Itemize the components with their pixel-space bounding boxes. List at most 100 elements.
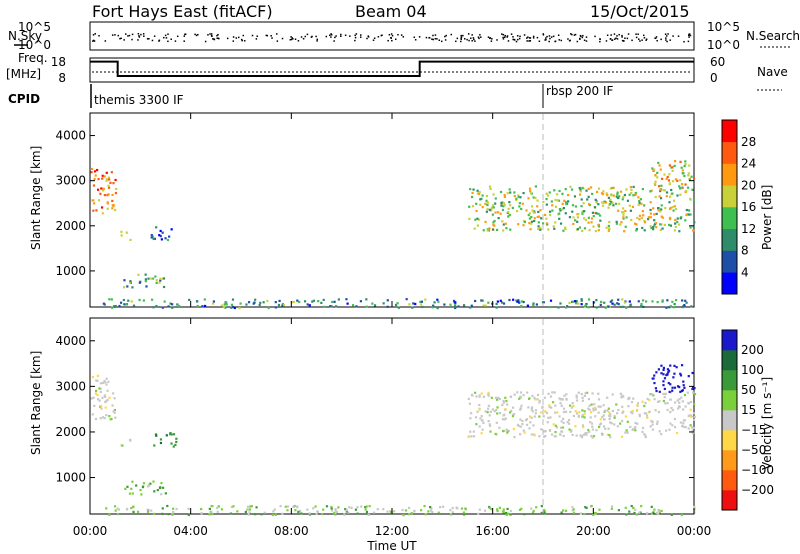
echo-cell: [678, 230, 681, 233]
noise-point: [158, 40, 160, 42]
noise-point: [388, 33, 391, 36]
echo-cell: [661, 216, 664, 219]
colorbar-tick-label: 24: [741, 157, 756, 171]
echo-cell: [539, 226, 542, 229]
echo-cell: [470, 435, 473, 438]
noise-point: [473, 38, 475, 41]
noise-point: [316, 38, 319, 41]
echo-cell: [629, 186, 633, 189]
echo-cell: [676, 220, 679, 224]
echo-cell: [155, 304, 158, 308]
noise-point: [444, 35, 446, 38]
echo-cell: [641, 426, 645, 430]
noise-point: [468, 39, 470, 42]
echo-cell: [557, 306, 560, 309]
echo-cell: [575, 394, 578, 397]
x-tick-label: 04:00: [173, 524, 208, 538]
echo-cell: [537, 210, 540, 214]
noise-point: [104, 40, 107, 42]
echo-cell: [490, 396, 493, 399]
echo-cell: [577, 415, 580, 418]
echo-cell: [93, 170, 97, 173]
echo-cell: [679, 193, 682, 196]
colorbar-segment: [722, 410, 737, 431]
echo-cell: [588, 430, 591, 433]
noise-point: [579, 38, 581, 40]
echo-cell: [247, 301, 251, 304]
echo-cell: [527, 406, 530, 409]
echo-cell: [612, 186, 615, 190]
echo-cell: [98, 387, 101, 390]
echo-cell: [588, 408, 591, 411]
echo-cell: [93, 202, 96, 205]
echo-cell: [656, 176, 659, 179]
echo-cell: [610, 299, 614, 302]
echo-cell: [114, 416, 117, 419]
echo-cell: [479, 203, 482, 206]
echo-cell: [681, 424, 684, 428]
noise-point: [183, 40, 185, 42]
echo-cell: [474, 299, 477, 303]
echo-cell: [678, 385, 681, 389]
echo-cell: [578, 186, 581, 190]
echo-cell: [554, 424, 557, 427]
echo-cell: [129, 439, 132, 442]
echo-cell: [519, 433, 522, 436]
echo-cell: [382, 508, 385, 511]
echo-cell: [632, 194, 635, 197]
noise-point: [354, 36, 357, 39]
echo-cell: [118, 304, 121, 308]
noise-tick-left-top: 10^5: [18, 20, 51, 34]
echo-cell: [103, 194, 106, 197]
echo-cell: [592, 435, 596, 438]
echo-cell: [481, 419, 484, 422]
echo-cell: [652, 207, 655, 210]
echo-cell: [654, 409, 657, 412]
noise-point: [666, 40, 668, 43]
echo-cell: [396, 302, 399, 305]
echo-cell: [281, 302, 284, 306]
echo-cell: [657, 207, 660, 210]
echo-cell: [657, 185, 661, 188]
echo-cell: [429, 506, 432, 509]
echo-cell: [516, 423, 519, 426]
power-ylabel: Slant Range [km]: [29, 146, 43, 250]
echo-cell: [454, 301, 457, 304]
echo-cell: [493, 410, 496, 413]
noise-point: [689, 34, 692, 37]
echo-cell: [113, 305, 116, 308]
echo-cell: [533, 415, 536, 418]
echo-cell: [601, 192, 605, 196]
echo-cell: [506, 192, 509, 195]
echo-cell: [674, 178, 678, 181]
echo-cell: [112, 182, 115, 185]
echo-cell: [671, 169, 674, 172]
echo-cell: [496, 508, 499, 511]
echo-cell: [661, 299, 664, 302]
echo-cell: [542, 435, 546, 438]
echo-cell: [476, 217, 479, 220]
echo-cell: [669, 383, 672, 386]
echo-cell: [580, 392, 583, 396]
echo-cell: [564, 227, 567, 231]
noise-point: [554, 40, 556, 43]
echo-cell: [595, 201, 598, 204]
echo-cell: [550, 200, 553, 203]
echo-cell: [609, 300, 612, 303]
echo-cell: [505, 428, 508, 431]
echo-cell: [545, 192, 548, 195]
noise-point: [605, 40, 608, 42]
echo-cell: [412, 302, 415, 305]
echo-cell: [580, 436, 584, 439]
echo-cell: [585, 189, 588, 192]
echo-cell: [662, 392, 665, 396]
echo-cell: [644, 401, 647, 405]
echo-cell: [547, 392, 550, 395]
echo-cell: [650, 505, 653, 508]
colorbar-segment: [722, 370, 737, 391]
echo-cell: [682, 419, 685, 422]
colorbar-tick-label: 100: [741, 363, 764, 377]
colorbar-segment: [722, 207, 737, 230]
echo-cell: [558, 217, 561, 220]
noise-tick-left-bottom: 10^0: [18, 38, 51, 52]
